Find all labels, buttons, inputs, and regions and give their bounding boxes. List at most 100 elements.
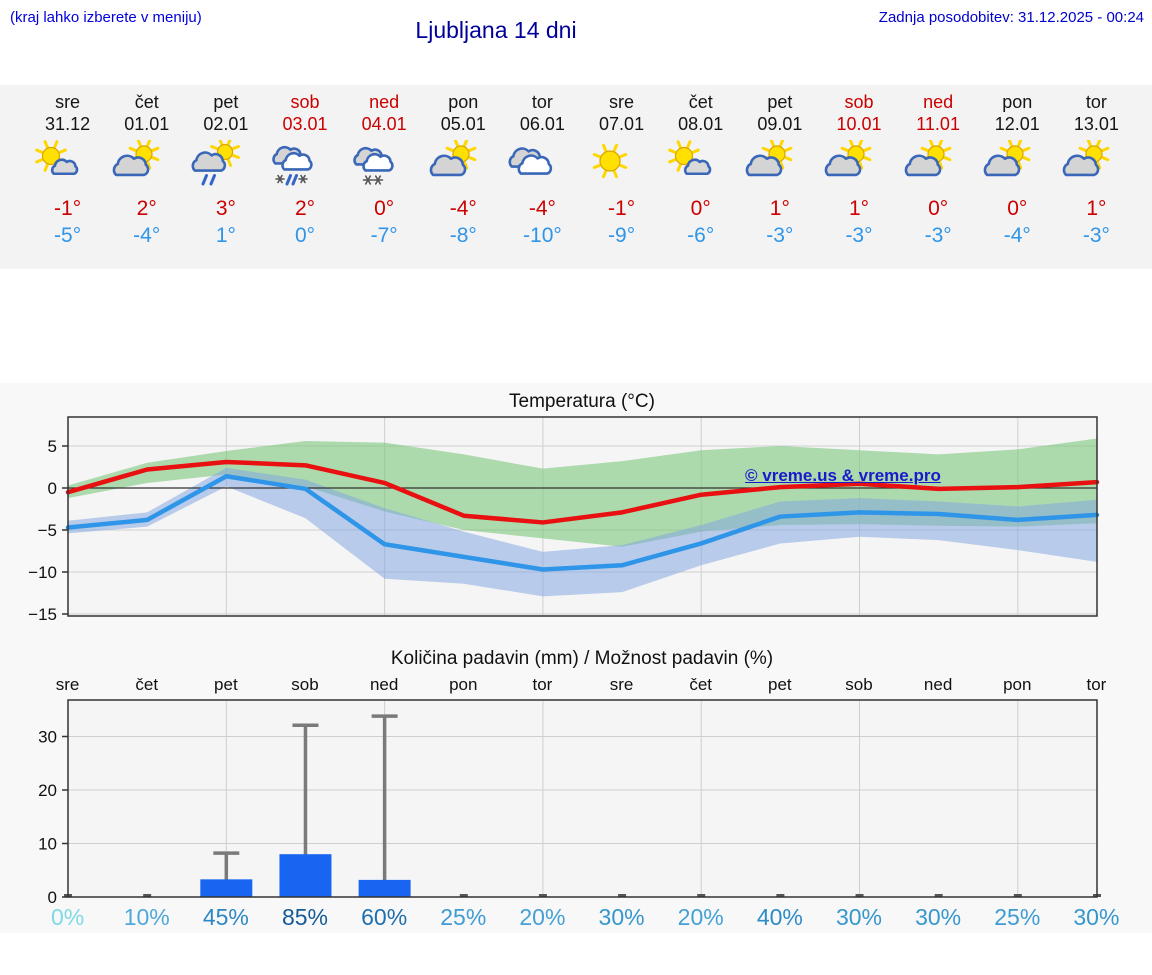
forecast-day: sre 07.01 -1° -9°	[582, 85, 661, 269]
temp-max-label: 0°	[374, 197, 395, 220]
day-date-label: 12.01	[994, 114, 1040, 134]
precip-probability-label: 10%	[123, 904, 170, 930]
temp-max-label: 2°	[136, 197, 157, 220]
day-date-label: 08.01	[678, 114, 724, 134]
temperature-chart-title: Temperatura (°C)	[509, 391, 655, 412]
precipitation-probability-row: 0% 10% 45% 85% 60% 25% 20% 30% 20% 40% 30% 30% 25% 30…	[0, 903, 1152, 931]
forecast-day: ned 11.01 0° -3°	[899, 85, 978, 269]
temp-max-label: -4°	[528, 197, 556, 220]
sun-icon	[592, 143, 628, 179]
temp-max-label: 3°	[215, 197, 236, 220]
precip-probability-label: 30%	[598, 904, 645, 930]
day-name-label: pet	[767, 92, 793, 112]
precip-probability-label: 85%	[281, 904, 329, 930]
day-name-label: sre	[55, 92, 81, 112]
location-menu-hint[interactable]: (kraj lahko izberete v meniju)	[10, 9, 202, 26]
temp-max-label: 0°	[1007, 197, 1028, 220]
min-temp-line	[65, 473, 1100, 572]
precip-probability-label: 0%	[50, 904, 85, 930]
precip-day-label: tor	[532, 675, 553, 694]
temp-max-label: 1°	[1086, 197, 1107, 220]
temp-min-label: -5°	[54, 224, 82, 247]
day-date-label: 06.01	[519, 114, 565, 134]
precip-day-label: sob	[845, 675, 873, 694]
day-date-label: 13.01	[1073, 114, 1119, 134]
temp-ytick-label: −15	[28, 605, 57, 624]
weather-icon-cell	[819, 140, 898, 188]
day-name-label: čet	[688, 92, 713, 112]
forecast-day: sre 31.12 -1° -5°	[28, 85, 107, 269]
precip-day-label: pon	[449, 675, 478, 694]
day-date-label: 04.01	[361, 114, 407, 134]
weather-icon-cell	[978, 140, 1057, 188]
forecast-day: tor 13.01 1° -3°	[1057, 85, 1136, 269]
day-name-label: ned	[923, 92, 954, 112]
day-name-label: pon	[448, 92, 479, 112]
precipitation-chart-svg: 0 10 20 30	[38, 699, 1101, 907]
weather-icon-cell	[899, 140, 978, 188]
precipitation-chart: 0 10 20 30	[0, 697, 1152, 907]
weather-icon-cell	[107, 140, 186, 188]
precip-ytick-label: 0	[48, 888, 57, 907]
weather-icon-cell	[345, 140, 424, 188]
day-date-label: 03.01	[282, 114, 328, 134]
precip-ytick-label: 10	[38, 835, 57, 854]
copyright-watermark-link[interactable]: © vreme.us & vreme.pro	[745, 466, 941, 485]
precip-day-label: sob	[291, 675, 319, 694]
precipitation-day-labels: sre čet pet sob ned pon tor sre čet pet sob ned pon t…	[0, 674, 1152, 696]
day-name-label: sob	[290, 92, 320, 112]
day-date-label: 09.01	[757, 114, 803, 134]
forecast-day: sob 10.01 1° -3°	[819, 85, 898, 269]
temp-max-label: 1°	[769, 197, 790, 220]
cloud-sun-icon	[825, 140, 872, 177]
weather-icon-cell	[186, 140, 265, 188]
temp-ytick-label: −10	[28, 563, 57, 582]
precipitation-chart-title: Količina padavin (mm) / Možnost padavin …	[390, 648, 774, 669]
cloud-sun-icon	[983, 140, 1031, 177]
precipitation-bar	[279, 854, 332, 897]
day-name-label: sre	[609, 92, 635, 112]
clouds-icon	[508, 147, 552, 175]
precip-probability-label: 30%	[835, 904, 882, 930]
temp-min-label: -10°	[523, 224, 562, 247]
temp-min-label: -3°	[924, 224, 952, 247]
precipitation-bar	[200, 879, 253, 897]
forecast-day: sob 03.01 2° 0°	[265, 85, 344, 269]
day-date-label: 10.01	[836, 114, 882, 134]
precip-day-label: tor	[1086, 675, 1107, 694]
forecast-day: pon 12.01 0° -4°	[978, 85, 1057, 269]
weather-icon-cell	[503, 140, 582, 188]
forecast-day: ned 04.01 0° -7°	[345, 85, 424, 269]
precip-probability-label: 30%	[1073, 904, 1120, 930]
temp-min-label: -6°	[687, 224, 715, 247]
forecast-day: čet 08.01 0° -6°	[661, 85, 740, 269]
day-date-label: 07.01	[599, 114, 645, 134]
temp-min-label: -3°	[766, 224, 794, 247]
temp-max-label: -1°	[608, 197, 636, 220]
temp-min-label: -9°	[608, 224, 636, 247]
day-date-label: 01.01	[124, 114, 170, 134]
sun-cloud-icon	[35, 140, 79, 176]
precip-day-label: čet	[689, 675, 713, 694]
day-name-label: tor	[1085, 92, 1107, 112]
weather-icon-cell	[661, 140, 740, 188]
sun-cloud-icon	[668, 140, 712, 176]
day-name-label: čet	[134, 92, 159, 112]
precip-probability-label: 60%	[361, 904, 408, 930]
temp-max-label: 0°	[690, 197, 711, 220]
day-date-label: 05.01	[440, 114, 486, 134]
precip-probability-label: 20%	[519, 904, 566, 930]
temp-min-label: -4°	[133, 224, 161, 247]
temp-ytick-label: −5	[38, 521, 57, 540]
forecast-day: čet 01.01 2° -4°	[107, 85, 186, 269]
day-name-label: sob	[844, 92, 874, 112]
precipitation-bar	[358, 879, 411, 897]
forecast-day: pet 02.01 3° 1°	[186, 85, 265, 269]
temp-min-label: -8°	[449, 224, 477, 247]
page-title: Ljubljana 14 dni	[415, 17, 577, 43]
forecast-day: pon 05.01 -4° -8°	[424, 85, 503, 269]
precip-day-label: sre	[55, 675, 80, 694]
temp-max-label: 1°	[848, 197, 870, 220]
precip-probability-label: 25%	[994, 904, 1041, 930]
